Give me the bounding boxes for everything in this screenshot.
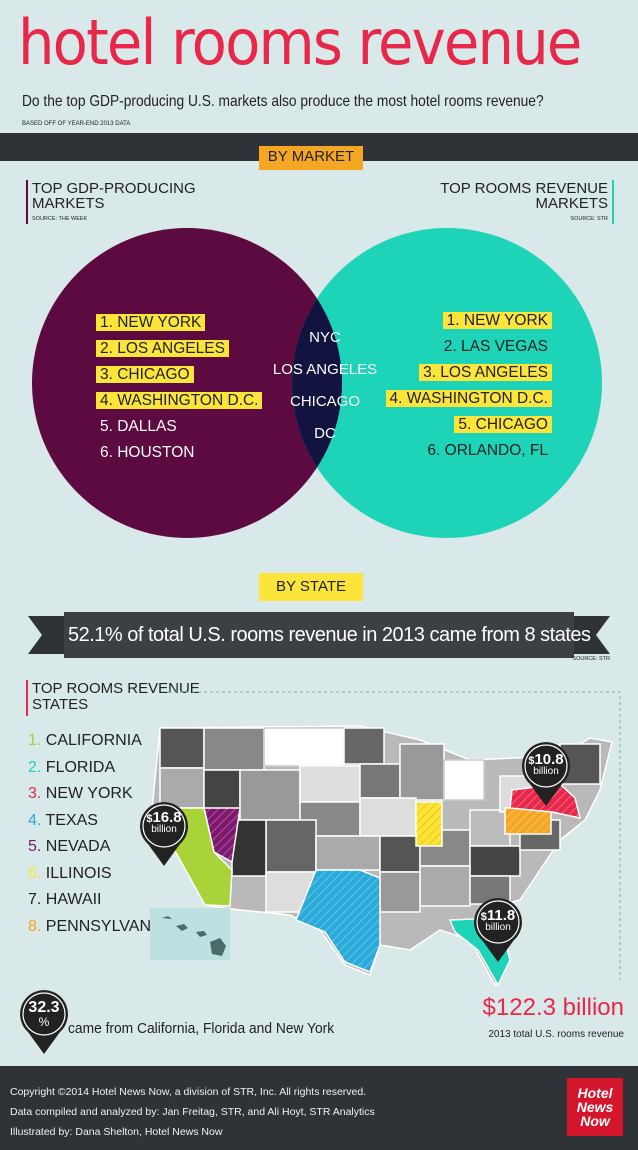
footer-compiled: Data compiled and analyzed by: Jan Freit… [10, 1106, 375, 1118]
rev-market-3: 3. LOS ANGELES [419, 364, 552, 381]
by-market-label: BY MARKET [259, 146, 363, 170]
overlap-item-2: LOS ANGELES [272, 361, 378, 378]
gdp-market-4: 4. WASHINGTON D.C. [96, 392, 263, 409]
state-texas [295, 869, 381, 973]
page-title: hotel rooms revenue [18, 6, 582, 79]
revenue-markets-list: 1. NEW YORK 2. LAS VEGAS 3. LOS ANGELES … [385, 308, 552, 464]
page-subtitle: Do the top GDP-producing U.S. markets al… [22, 93, 544, 110]
states-banner-text: 52.1% of total U.S. rooms revenue in 201… [68, 624, 591, 646]
pin-california [140, 802, 188, 866]
total-revenue-value: $122.3 billion [482, 994, 624, 1021]
overlap-list: NYC LOS ANGELES CHICAGO DC [270, 322, 380, 450]
pin-share-label: 32.3 % [28, 999, 60, 1029]
state-item-6: 6. ILLINOIS [28, 864, 112, 882]
footer-illustrated: Illustrated by: Dana Shelton, Hotel News… [10, 1126, 223, 1138]
state-hawaii [162, 916, 226, 956]
gdp-market-5: 5. DALLAS [100, 418, 177, 435]
header: hotel rooms revenue Do the top GDP-produ… [0, 0, 638, 132]
pin-new-york-label: $10.8 billion [528, 751, 564, 777]
states-title-bar [26, 680, 28, 716]
left-title-line2: MARKETS [32, 195, 105, 212]
states-title-line2: STATES [32, 696, 89, 713]
state-item-7: 7. HAWAII [28, 891, 102, 908]
states-title-line1: TOP ROOMS REVENUE [32, 680, 200, 697]
states-banner-ribbon [28, 612, 610, 658]
pin-florida-label: $11.8 billion [480, 907, 516, 933]
venn-diagram [32, 228, 602, 538]
overlap-item-4: DC [314, 425, 336, 442]
gdp-markets-list: 1. NEW YORK 2. LOS ANGELES 3. CHICAGO 4.… [96, 310, 263, 466]
left-source: SOURCE: THE WEEK [32, 216, 88, 222]
rev-market-4: 4. WASHINGTON D.C. [385, 390, 552, 407]
rev-market-1: 1. NEW YORK [442, 312, 552, 329]
footer-copyright: Copyright ©2014 Hotel News Now, a divisi… [10, 1086, 367, 1098]
rev-market-6: 6. ORLANDO, FL [427, 442, 548, 459]
rev-market-5: 5. CHICAGO [454, 416, 552, 433]
total-revenue-label: 2013 total U.S. rooms revenue [488, 1029, 624, 1040]
based-on-note: BASED OFF OF YEAR-END 2013 DATA [22, 121, 131, 127]
rev-market-2: 2. LAS VEGAS [443, 338, 548, 355]
state-item-3: 3. NEW YORK [28, 785, 133, 802]
right-title-bar [612, 180, 614, 224]
by-state-label: BY STATE [259, 573, 363, 601]
states-source: SOURCE: STR [572, 656, 610, 662]
footer [0, 1066, 638, 1150]
overlap-item-3: CHICAGO [289, 393, 360, 410]
state-item-1: 1. CALIFORNIA [28, 732, 142, 749]
top-states-list: 1. CALIFORNIA 2. FLORIDA 3. NEW YORK 4. … [28, 728, 166, 940]
right-title-line1: TOP ROOMS REVENUE [440, 180, 608, 197]
pin-new-york [522, 742, 570, 806]
share-text: came from California, Florida and New Yo… [68, 1020, 335, 1037]
right-circle [292, 228, 602, 538]
overlap-item-1: NYC [309, 329, 341, 346]
left-circle [32, 228, 342, 538]
pin-california-label: $16.8 billion [146, 809, 182, 835]
state-item-5: 5. NEVADA [28, 838, 111, 855]
left-title-bar [26, 180, 28, 224]
pin-florida [474, 898, 522, 962]
footer-credits: Copyright ©2014 Hotel News Now, a divisi… [10, 1082, 375, 1142]
state-item-4: 4. TEXAS [28, 811, 98, 829]
left-title-line1: TOP GDP-PRODUCING [32, 180, 196, 197]
pin-share [20, 990, 69, 1054]
state-illinois [415, 801, 443, 847]
right-title-line2: MARKETS [535, 195, 608, 212]
right-source: SOURCE: STR [570, 216, 608, 222]
gdp-market-3: 3. CHICAGO [96, 366, 194, 383]
gdp-market-6: 6. HOUSTON [100, 444, 195, 461]
state-item-2: 2. FLORIDA [28, 758, 116, 776]
gdp-market-1: 1. NEW YORK [96, 314, 206, 331]
hotel-news-now-logo: Hotel News Now [567, 1078, 623, 1136]
state-item-8: 8. PENNSYLVANIA [28, 917, 167, 935]
gdp-market-2: 2. LOS ANGELES [96, 340, 229, 357]
